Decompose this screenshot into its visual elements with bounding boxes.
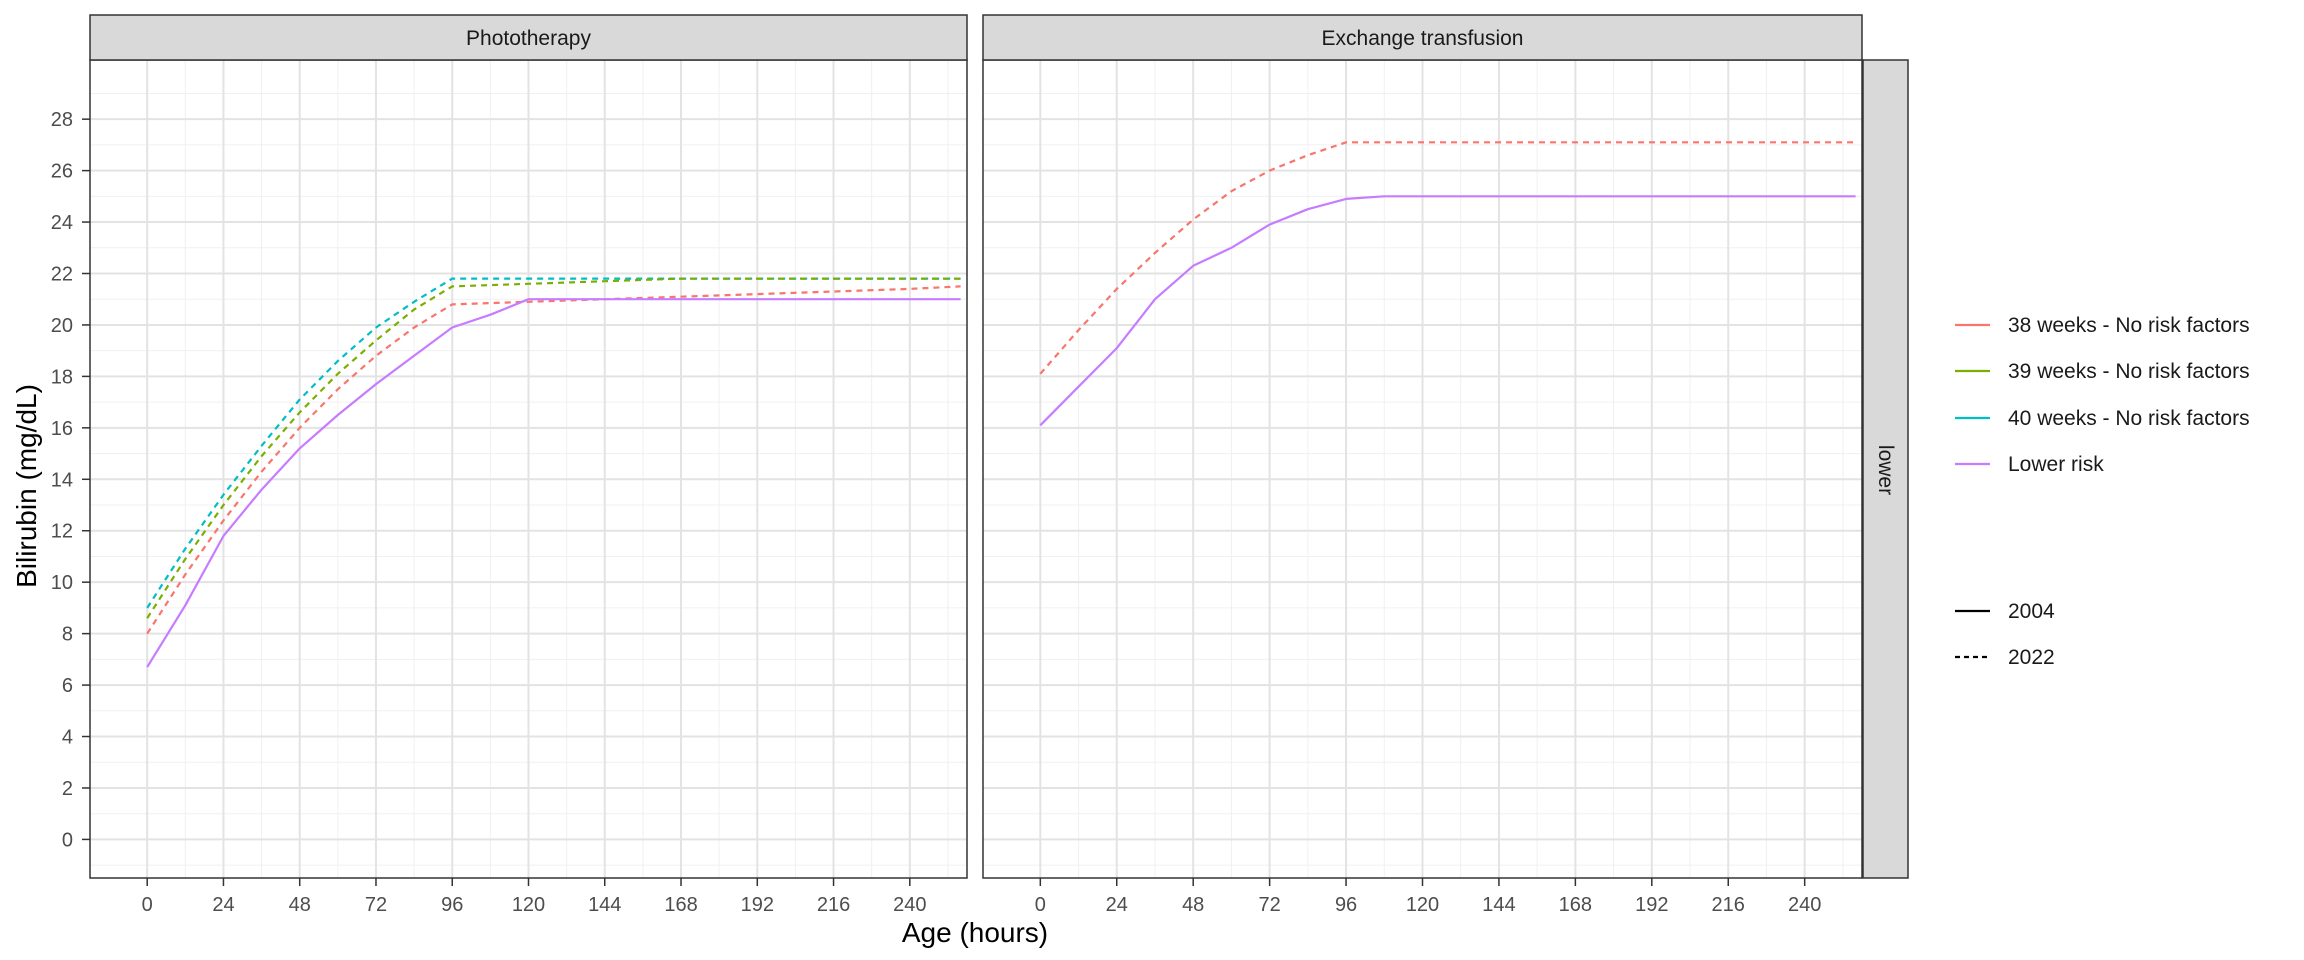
x-tick-label: 96 <box>1335 894 1357 916</box>
x-tick-label: 72 <box>365 894 387 916</box>
x-tick-label: 192 <box>741 894 774 916</box>
x-tick-label: 48 <box>1182 894 1204 916</box>
x-tick-label: 240 <box>1788 894 1821 916</box>
x-tick-label: 168 <box>1559 894 1592 916</box>
y-tick-label: 10 <box>51 572 73 594</box>
y-tick-label: 20 <box>51 315 73 337</box>
legend-label: 40 weeks - No risk factors <box>2008 407 2250 430</box>
x-axis-title: Age (hours) <box>902 917 1048 948</box>
x-tick-label: 0 <box>142 894 153 916</box>
x-tick-label: 0 <box>1035 894 1046 916</box>
y-tick-label: 0 <box>62 829 73 851</box>
panel-exchange-transfusion <box>982 59 1863 879</box>
series-line <box>146 277 961 619</box>
legend-label: 2004 <box>2008 600 2055 623</box>
legend-label: Lower risk <box>2008 453 2104 476</box>
panel-phototherapy <box>89 59 968 879</box>
x-tick-label: 216 <box>1712 894 1745 916</box>
series-line <box>146 285 961 635</box>
panel-strip <box>89 14 968 61</box>
x-tick-label: 24 <box>212 894 234 916</box>
x-tick-label: 144 <box>1482 894 1515 916</box>
row-strip-label: lower <box>1874 445 1897 495</box>
y-axis-title: Bilirubin (mg/dL) <box>11 384 42 588</box>
x-tick-label: 48 <box>289 894 311 916</box>
legend-label: 2022 <box>2008 646 2055 669</box>
x-tick-label: 120 <box>512 894 545 916</box>
legend-label: 39 weeks - No risk factors <box>2008 360 2250 383</box>
x-tick-label: 24 <box>1106 894 1128 916</box>
y-tick-label: 12 <box>51 521 73 543</box>
x-tick-label: 216 <box>817 894 850 916</box>
y-tick-label: 22 <box>51 264 73 286</box>
panel-strip-label: Phototherapy <box>466 27 591 50</box>
y-tick-label: 6 <box>62 675 73 697</box>
panel-strip-label: Exchange transfusion <box>1322 27 1524 50</box>
x-tick-label: 96 <box>441 894 463 916</box>
y-tick-label: 2 <box>62 778 73 800</box>
legend-label: 38 weeks - No risk factors <box>2008 314 2250 337</box>
series-line <box>146 298 961 668</box>
x-tick-label: 120 <box>1406 894 1439 916</box>
y-tick-label: 16 <box>51 418 73 440</box>
y-tick-label: 18 <box>51 366 73 388</box>
x-tick-label: 144 <box>588 894 621 916</box>
y-tick-label: 24 <box>51 212 73 234</box>
x-tick-label: 168 <box>664 894 697 916</box>
series-line <box>1039 195 1856 427</box>
series-line <box>146 277 961 609</box>
y-tick-label: 4 <box>62 727 73 749</box>
panel-strip <box>982 14 1863 61</box>
y-tick-label: 8 <box>62 624 73 646</box>
y-tick-label: 14 <box>51 469 73 491</box>
y-tick-label: 26 <box>51 161 73 183</box>
x-tick-label: 72 <box>1259 894 1281 916</box>
y-tick-label: 28 <box>51 109 73 131</box>
x-tick-label: 192 <box>1635 894 1668 916</box>
x-tick-label: 240 <box>893 894 926 916</box>
row-strip <box>1862 59 1909 879</box>
